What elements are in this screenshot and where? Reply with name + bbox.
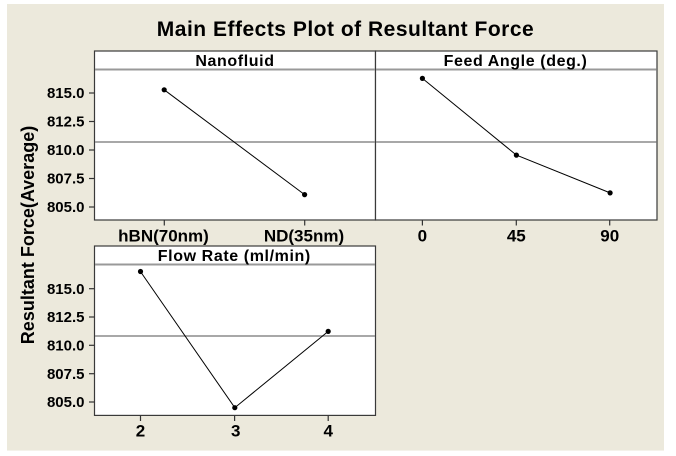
svg-text:812.5: 812.5	[47, 114, 85, 131]
svg-text:807.5: 807.5	[47, 366, 85, 383]
svg-text:hBN(70nm): hBN(70nm)	[118, 227, 209, 246]
svg-text:Feed Angle (deg.): Feed Angle (deg.)	[444, 53, 588, 70]
svg-text:Resultant Force(Average): Resultant Force(Average)	[18, 126, 38, 344]
svg-text:807.5: 807.5	[47, 171, 85, 188]
svg-text:815.0: 815.0	[47, 85, 85, 102]
svg-text:2: 2	[136, 422, 145, 441]
svg-text:805.0: 805.0	[47, 199, 85, 216]
svg-text:0: 0	[418, 227, 427, 246]
svg-text:815.0: 815.0	[47, 281, 85, 298]
svg-text:810.0: 810.0	[47, 338, 85, 355]
svg-text:805.0: 805.0	[47, 394, 85, 411]
svg-text:90: 90	[600, 227, 619, 246]
svg-text:3: 3	[231, 422, 240, 441]
svg-text:45: 45	[507, 227, 526, 246]
svg-text:Flow Rate (ml/min): Flow Rate (ml/min)	[158, 248, 311, 265]
svg-text:Nanofluid: Nanofluid	[195, 53, 274, 70]
svg-text:812.5: 812.5	[47, 309, 85, 326]
svg-text:ND(35nm): ND(35nm)	[264, 227, 344, 246]
svg-text:4: 4	[323, 422, 333, 441]
svg-text:Main Effects Plot of Resultant: Main Effects Plot of Resultant Force	[157, 18, 534, 41]
svg-text:810.0: 810.0	[47, 142, 85, 159]
